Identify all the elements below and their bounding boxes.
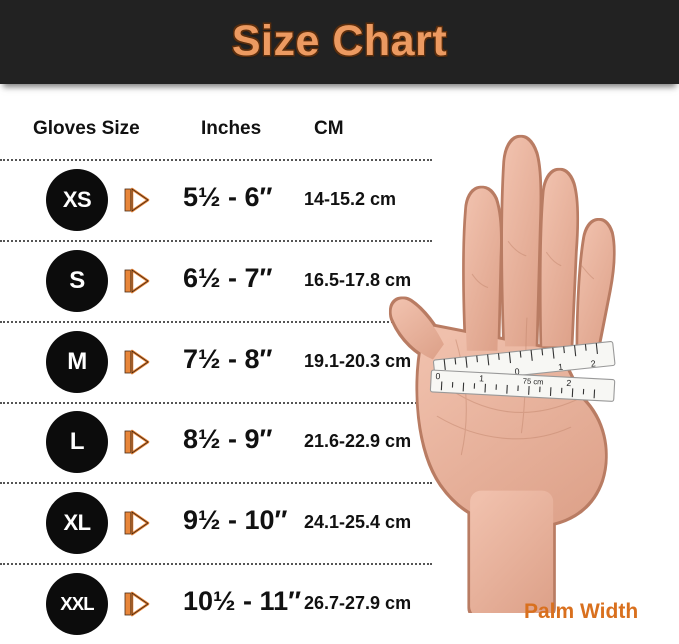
svg-text:0: 0 [435,371,441,381]
svg-text:75 cm: 75 cm [523,377,544,387]
svg-text:2: 2 [566,378,572,388]
svg-text:1: 1 [479,373,485,383]
